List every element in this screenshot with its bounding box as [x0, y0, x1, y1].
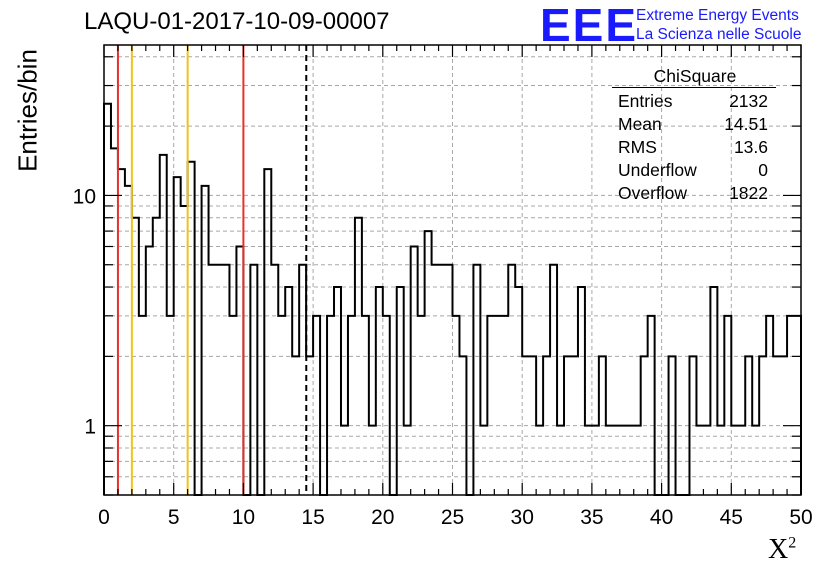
x-tick-label: 35 — [580, 506, 603, 529]
x-tick-label: 45 — [720, 506, 743, 529]
x-axis-label-base: X — [768, 534, 789, 565]
stats-label: RMS — [618, 137, 657, 157]
stats-value: 1822 — [729, 183, 768, 203]
stats-label: Overflow — [618, 183, 688, 203]
stats-value: 13.6 — [733, 137, 768, 157]
x-tick-label: 5 — [168, 506, 180, 529]
stats-value: 2132 — [729, 91, 768, 111]
stats-value: 0 — [758, 160, 768, 180]
logo-mark: EEE — [540, 0, 639, 51]
x-tick-label: 20 — [371, 506, 394, 529]
y-tick-label: 1 — [84, 416, 96, 439]
stats-divider — [612, 87, 776, 88]
x-axis-label: X2 — [768, 534, 796, 566]
x-tick-label: 50 — [789, 506, 812, 529]
stats-box: ChiSquare Entries 2132 Mean 14.51 RMS 13… — [612, 65, 776, 205]
x-axis-label-superscript: 2 — [788, 534, 797, 552]
stats-label: Entries — [618, 91, 673, 111]
eee-logo: EEE Extreme Energy Events La Scienza nel… — [540, 0, 836, 51]
stats-row-overflow: Overflow 1822 — [612, 182, 776, 205]
x-tick-label: 25 — [441, 506, 464, 529]
chart-title: LAQU-01-2017-10-09-00007 — [84, 8, 390, 35]
stats-row-mean: Mean 14.51 — [612, 113, 776, 136]
x-tick-label: 0 — [98, 506, 110, 529]
stats-label: Underflow — [618, 160, 697, 180]
x-tick-label: 10 — [232, 506, 255, 529]
stats-row-rms: RMS 13.6 — [612, 136, 776, 159]
logo-line-1: Extreme Energy Events — [636, 7, 799, 24]
logo-line-2: La Scienza nelle Scuole — [636, 26, 802, 43]
stats-title: ChiSquare — [653, 66, 737, 86]
stats-row-underflow: Underflow 0 — [612, 159, 776, 182]
stats-label: Mean — [618, 114, 662, 134]
stats-value: 14.51 — [724, 114, 768, 134]
stats-row-entries: Entries 2132 — [612, 90, 776, 113]
x-tick-label: 15 — [301, 506, 324, 529]
y-tick-label: 10 — [73, 185, 96, 208]
x-tick-label: 40 — [650, 506, 673, 529]
x-tick-label: 30 — [511, 506, 534, 529]
